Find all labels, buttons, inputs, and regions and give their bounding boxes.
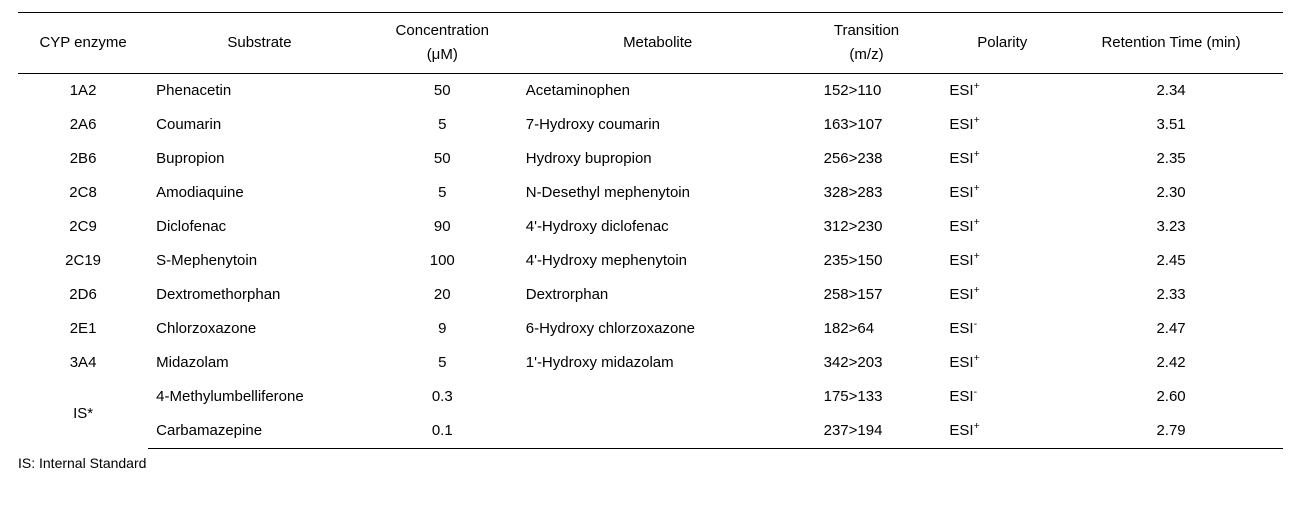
cell-substrate: Coumarin: [148, 108, 367, 142]
cell-enzyme-group: IS*: [18, 380, 148, 449]
cell-polarity: ESI+: [939, 176, 1059, 210]
cell-transition: 328>283: [794, 176, 940, 210]
cell-substrate: Chlorzoxazone: [148, 312, 367, 346]
cell-polarity: ESI+: [939, 346, 1059, 380]
cell-concentration: 0.1: [367, 414, 518, 449]
cell-transition: 237>194: [794, 414, 940, 449]
header-transition: Transition(m/z): [794, 13, 940, 74]
table-row: 2C19 S-Mephenytoin 100 4'-Hydroxy mephen…: [18, 244, 1283, 278]
table-row: Carbamazepine 0.1 237>194 ESI+ 2.79: [18, 414, 1283, 449]
cell-retention: 2.35: [1059, 142, 1283, 176]
cell-metabolite: Dextrorphan: [518, 278, 794, 312]
header-polarity: Polarity: [939, 13, 1059, 74]
cell-metabolite: 7-Hydroxy coumarin: [518, 108, 794, 142]
cell-substrate: Carbamazepine: [148, 414, 367, 449]
cell-metabolite: Acetaminophen: [518, 74, 794, 109]
cell-metabolite: 6-Hydroxy chlorzoxazone: [518, 312, 794, 346]
table-row: 3A4 Midazolam 5 1'-Hydroxy midazolam 342…: [18, 346, 1283, 380]
cell-transition: 256>238: [794, 142, 940, 176]
cell-concentration: 90: [367, 210, 518, 244]
cell-concentration: 20: [367, 278, 518, 312]
cell-enzyme: 2C9: [18, 210, 148, 244]
cell-retention: 2.34: [1059, 74, 1283, 109]
cell-retention: 2.60: [1059, 380, 1283, 414]
table-row: 2B6 Bupropion 50 Hydroxy bupropion 256>2…: [18, 142, 1283, 176]
header-substrate: Substrate: [148, 13, 367, 74]
cell-polarity: ESI+: [939, 210, 1059, 244]
cell-enzyme: 2C8: [18, 176, 148, 210]
table-row: 2E1 Chlorzoxazone 9 6-Hydroxy chlorzoxaz…: [18, 312, 1283, 346]
cell-transition: 258>157: [794, 278, 940, 312]
cell-substrate: Dextromethorphan: [148, 278, 367, 312]
table-row: 1A2 Phenacetin 50 Acetaminophen 152>110 …: [18, 74, 1283, 109]
cell-substrate: Amodiaquine: [148, 176, 367, 210]
table-row: 2C9 Diclofenac 90 4'-Hydroxy diclofenac …: [18, 210, 1283, 244]
cell-metabolite: [518, 414, 794, 449]
table-body: 1A2 Phenacetin 50 Acetaminophen 152>110 …: [18, 74, 1283, 449]
cell-substrate: S-Mephenytoin: [148, 244, 367, 278]
cell-retention: 3.51: [1059, 108, 1283, 142]
cell-enzyme: 3A4: [18, 346, 148, 380]
cell-concentration: 5: [367, 176, 518, 210]
cell-retention: 2.33: [1059, 278, 1283, 312]
header-concentration: Concentration(μM): [367, 13, 518, 74]
cyp-table: CYP enzyme Substrate Concentration(μM) M…: [18, 12, 1283, 449]
cell-enzyme: 2E1: [18, 312, 148, 346]
cell-polarity: ESI+: [939, 142, 1059, 176]
table-footnote: IS: Internal Standard: [18, 455, 1283, 471]
cell-metabolite: 4'-Hydroxy mephenytoin: [518, 244, 794, 278]
cell-concentration: 100: [367, 244, 518, 278]
cell-concentration: 5: [367, 346, 518, 380]
cell-enzyme: 2B6: [18, 142, 148, 176]
cell-transition: 152>110: [794, 74, 940, 109]
cell-substrate: Midazolam: [148, 346, 367, 380]
table-row: 2A6 Coumarin 5 7-Hydroxy coumarin 163>10…: [18, 108, 1283, 142]
cell-polarity: ESI+: [939, 108, 1059, 142]
table-row: 2C8 Amodiaquine 5 N-Desethyl mephenytoin…: [18, 176, 1283, 210]
cell-retention: 3.23: [1059, 210, 1283, 244]
cell-polarity: ESI+: [939, 74, 1059, 109]
cell-concentration: 50: [367, 142, 518, 176]
cell-transition: 175>133: [794, 380, 940, 414]
cell-retention: 2.45: [1059, 244, 1283, 278]
cell-retention: 2.47: [1059, 312, 1283, 346]
cell-concentration: 5: [367, 108, 518, 142]
cell-enzyme: 2C19: [18, 244, 148, 278]
cell-polarity: ESI+: [939, 414, 1059, 449]
cell-concentration: 9: [367, 312, 518, 346]
cell-enzyme: 2D6: [18, 278, 148, 312]
header-retention: Retention Time (min): [1059, 13, 1283, 74]
cell-concentration: 0.3: [367, 380, 518, 414]
cell-transition: 312>230: [794, 210, 940, 244]
cell-polarity: ESI+: [939, 244, 1059, 278]
cell-transition: 182>64: [794, 312, 940, 346]
cell-polarity: ESI-: [939, 380, 1059, 414]
cell-polarity: ESI-: [939, 312, 1059, 346]
cell-metabolite: 4'-Hydroxy diclofenac: [518, 210, 794, 244]
cell-transition: 235>150: [794, 244, 940, 278]
cell-transition: 342>203: [794, 346, 940, 380]
cell-enzyme: 1A2: [18, 74, 148, 109]
cell-metabolite: Hydroxy bupropion: [518, 142, 794, 176]
cell-metabolite: N-Desethyl mephenytoin: [518, 176, 794, 210]
cell-polarity: ESI+: [939, 278, 1059, 312]
cell-enzyme: 2A6: [18, 108, 148, 142]
table-header-row: CYP enzyme Substrate Concentration(μM) M…: [18, 13, 1283, 74]
table-row: IS* 4-Methylumbelliferone 0.3 175>133 ES…: [18, 380, 1283, 414]
cell-substrate: Diclofenac: [148, 210, 367, 244]
header-enzyme: CYP enzyme: [18, 13, 148, 74]
cell-substrate: Bupropion: [148, 142, 367, 176]
header-metabolite: Metabolite: [518, 13, 794, 74]
cell-concentration: 50: [367, 74, 518, 109]
cell-retention: 2.79: [1059, 414, 1283, 449]
cell-metabolite: 1'-Hydroxy midazolam: [518, 346, 794, 380]
cell-retention: 2.30: [1059, 176, 1283, 210]
cell-retention: 2.42: [1059, 346, 1283, 380]
cell-substrate: 4-Methylumbelliferone: [148, 380, 367, 414]
cell-metabolite: [518, 380, 794, 414]
table-row: 2D6 Dextromethorphan 20 Dextrorphan 258>…: [18, 278, 1283, 312]
cell-transition: 163>107: [794, 108, 940, 142]
cell-substrate: Phenacetin: [148, 74, 367, 109]
